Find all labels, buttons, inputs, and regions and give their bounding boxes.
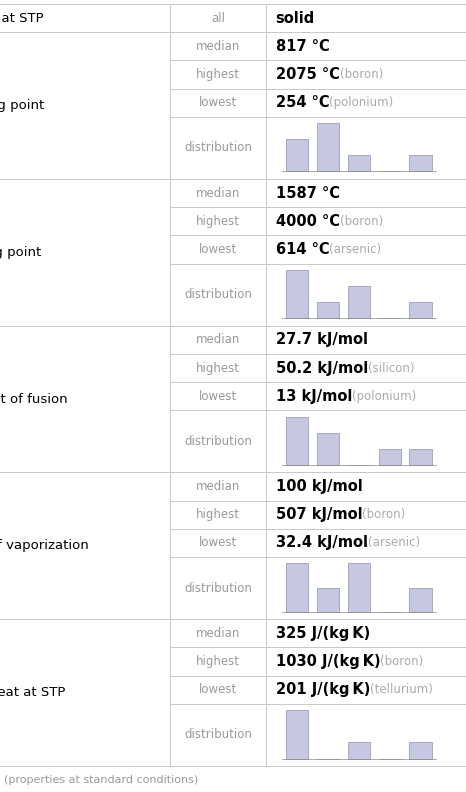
Text: 201 J/(kg K): 201 J/(kg K)	[276, 682, 370, 697]
Text: distribution: distribution	[184, 435, 252, 448]
Text: 1030 J/(kg K): 1030 J/(kg K)	[276, 654, 380, 669]
Text: 817 °C: 817 °C	[276, 39, 329, 54]
Text: specific heat at STP: specific heat at STP	[0, 686, 66, 699]
Text: 1587 °C: 1587 °C	[276, 185, 340, 200]
Text: (tellurium): (tellurium)	[370, 683, 433, 696]
Text: all: all	[211, 12, 225, 25]
Bar	[410, 155, 432, 172]
Text: distribution: distribution	[184, 288, 252, 301]
Bar	[286, 710, 308, 759]
Text: 325 J/(kg K): 325 J/(kg K)	[276, 626, 370, 641]
Bar	[410, 742, 432, 759]
Text: 100 kJ/mol: 100 kJ/mol	[276, 479, 363, 494]
Text: 32.4 kJ/mol: 32.4 kJ/mol	[276, 535, 368, 550]
Text: distribution: distribution	[184, 581, 252, 595]
Text: highest: highest	[196, 215, 240, 228]
Text: 27.7 kJ/mol: 27.7 kJ/mol	[276, 333, 368, 348]
Text: (arsenic): (arsenic)	[329, 243, 382, 256]
Bar	[348, 155, 370, 172]
Text: molar heat of fusion: molar heat of fusion	[0, 393, 67, 406]
Bar	[317, 588, 339, 611]
Bar	[286, 417, 308, 465]
Text: 614 °C: 614 °C	[276, 242, 329, 257]
Bar	[317, 302, 339, 318]
Text: (boron): (boron)	[363, 508, 406, 521]
Text: 50.2 kJ/mol: 50.2 kJ/mol	[276, 360, 368, 375]
Bar	[348, 742, 370, 759]
Text: (boron): (boron)	[340, 215, 383, 228]
Text: (polonium): (polonium)	[329, 96, 394, 109]
Text: 2075 °C: 2075 °C	[276, 67, 340, 82]
Bar	[286, 270, 308, 318]
Text: (properties at standard conditions): (properties at standard conditions)	[4, 775, 198, 785]
Text: highest: highest	[196, 361, 240, 375]
Bar	[410, 588, 432, 611]
Text: 4000 °C: 4000 °C	[276, 214, 340, 229]
Text: highest: highest	[196, 68, 240, 81]
Text: median: median	[196, 480, 240, 493]
Text: 507 kJ/mol: 507 kJ/mol	[276, 507, 362, 522]
Bar	[286, 563, 308, 611]
Bar	[378, 449, 401, 465]
Text: (boron): (boron)	[381, 655, 424, 668]
Text: highest: highest	[196, 655, 240, 668]
Text: 13 kJ/mol: 13 kJ/mol	[276, 389, 352, 404]
Text: solid: solid	[276, 10, 315, 25]
Text: distribution: distribution	[184, 729, 252, 741]
Text: phase at STP: phase at STP	[0, 12, 43, 25]
Bar	[348, 286, 370, 318]
Text: median: median	[196, 40, 240, 53]
Text: distribution: distribution	[184, 141, 252, 154]
Text: lowest: lowest	[199, 243, 237, 256]
Text: (polonium): (polonium)	[352, 390, 417, 402]
Text: median: median	[196, 333, 240, 346]
Text: (arsenic): (arsenic)	[368, 536, 420, 550]
Text: lowest: lowest	[199, 683, 237, 696]
Bar	[348, 563, 370, 611]
Text: lowest: lowest	[199, 96, 237, 109]
Bar	[317, 432, 339, 465]
Text: median: median	[196, 187, 240, 200]
Bar	[317, 123, 339, 172]
Text: lowest: lowest	[199, 390, 237, 402]
Text: highest: highest	[196, 508, 240, 521]
Bar	[410, 449, 432, 465]
Text: (silicon): (silicon)	[368, 361, 415, 375]
Text: lowest: lowest	[199, 536, 237, 550]
Text: 254 °C: 254 °C	[276, 95, 329, 110]
Text: melting point: melting point	[0, 99, 45, 112]
Bar	[410, 302, 432, 318]
Text: median: median	[196, 626, 240, 640]
Text: boiling point: boiling point	[0, 246, 41, 259]
Text: (boron): (boron)	[340, 68, 383, 81]
Bar	[286, 139, 308, 172]
Text: molar heat of vaporization: molar heat of vaporization	[0, 539, 89, 552]
